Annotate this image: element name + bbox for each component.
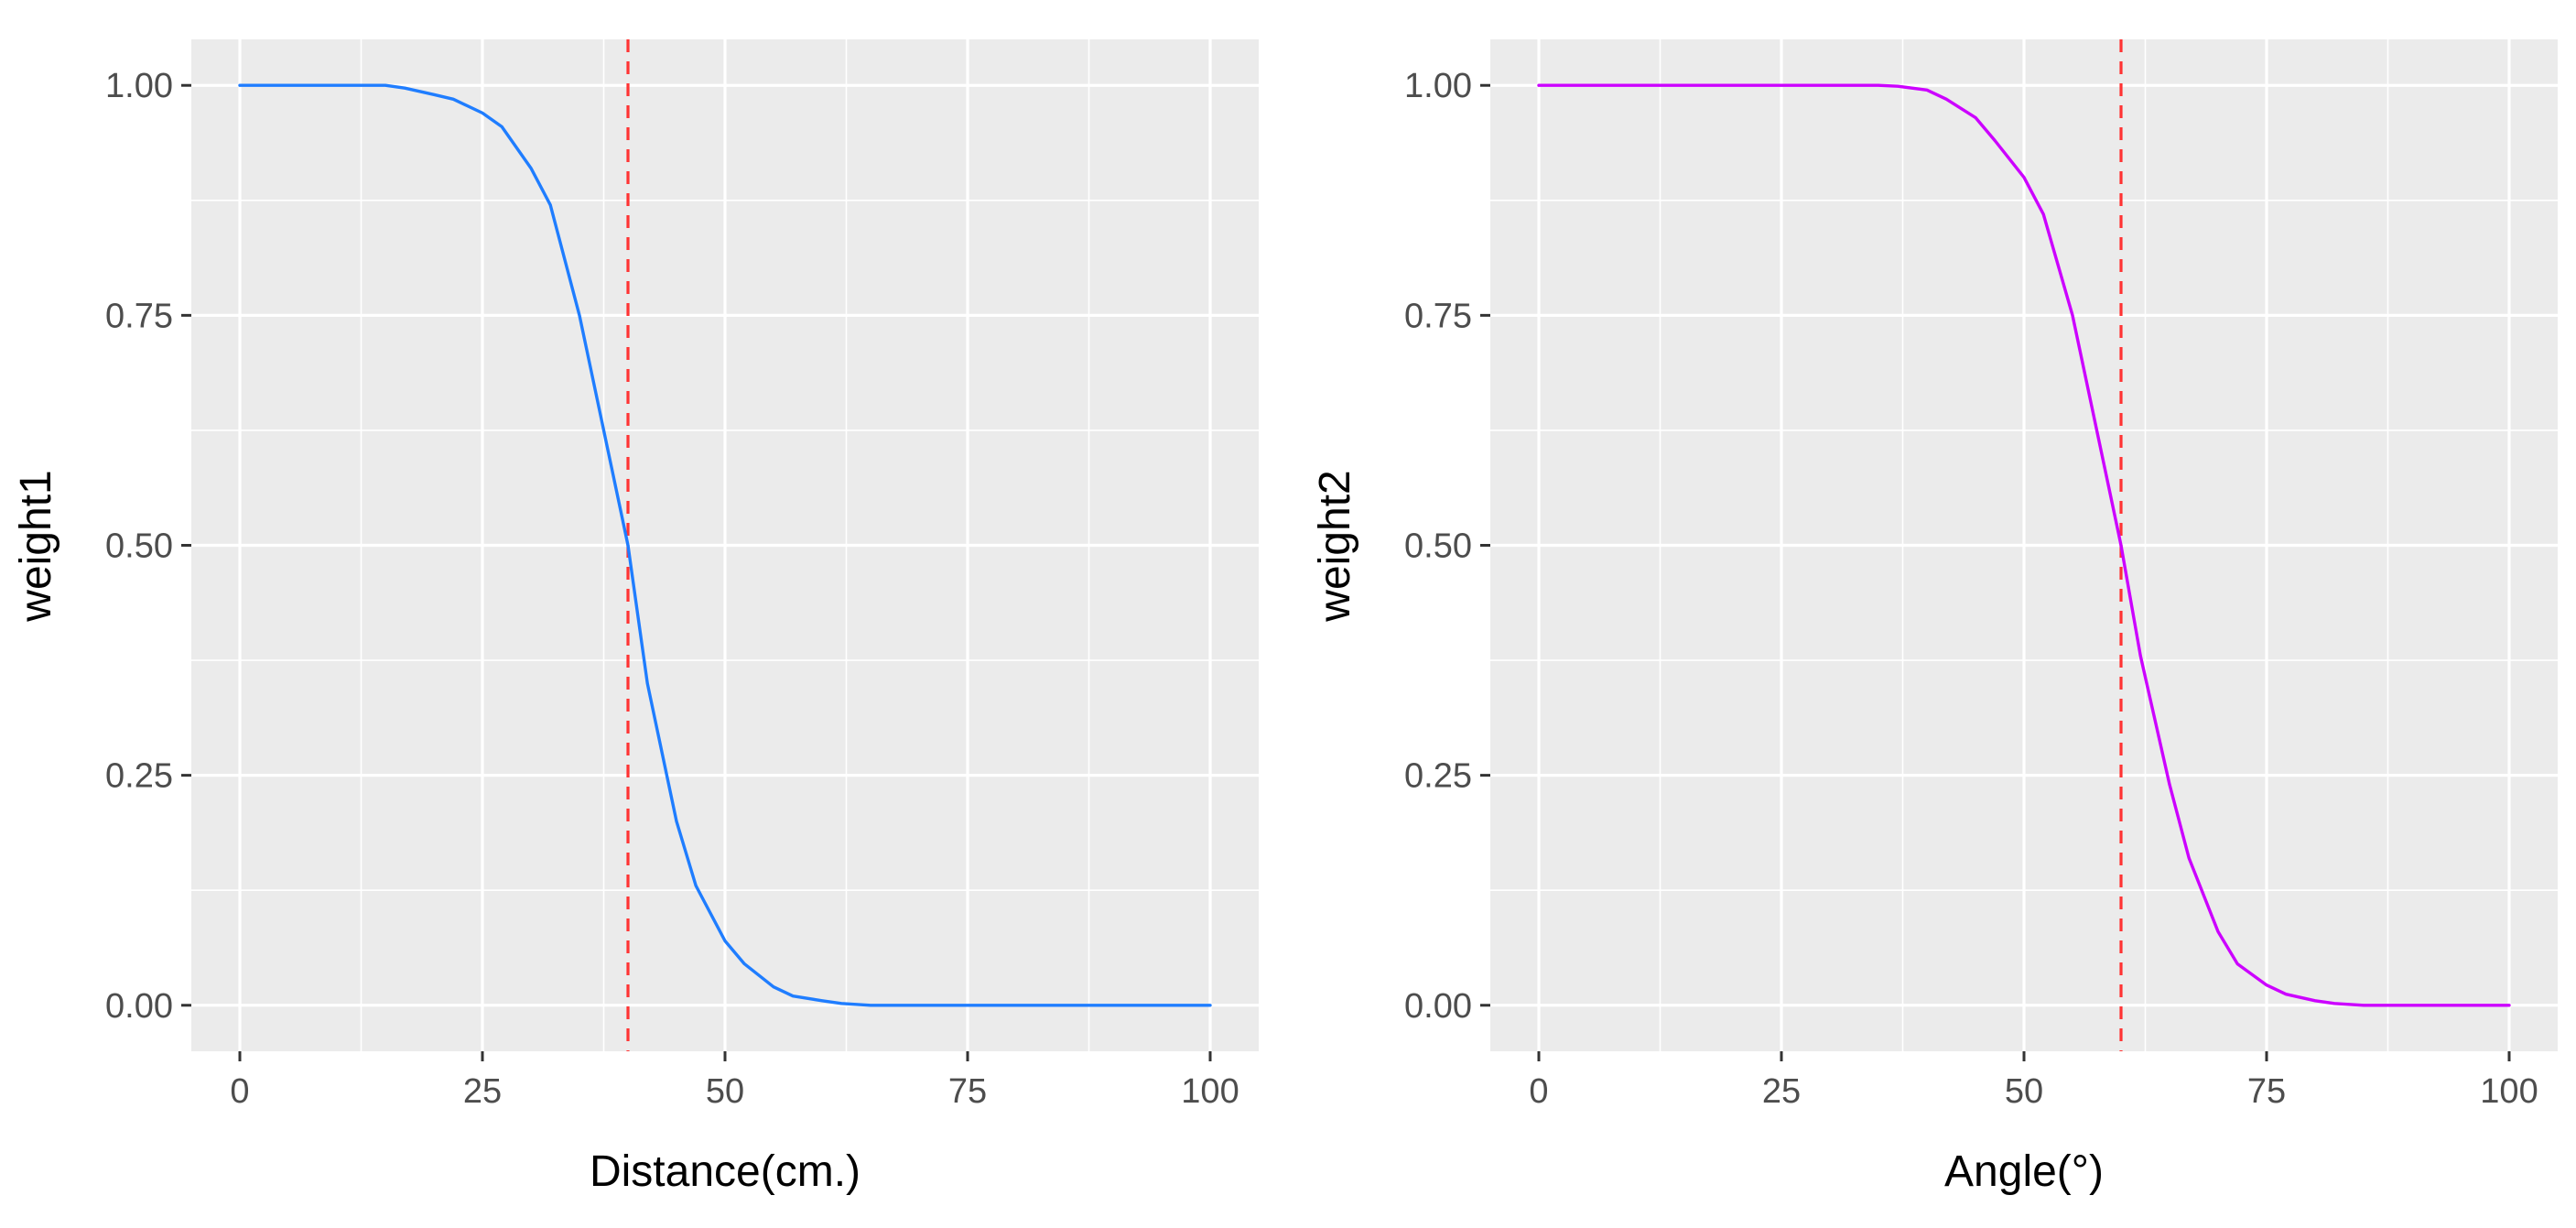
y-ticks: 0.00 0.25 0.50 0.75 1.00 — [1404, 67, 1490, 1026]
y-tick-label: 1.00 — [105, 67, 173, 105]
series-line — [1537, 83, 2511, 1007]
x-tick-label: 75 — [948, 1072, 987, 1111]
x-tick-label: 50 — [2005, 1072, 2043, 1111]
y-ticks: 0.00 0.25 0.50 0.75 1.00 — [105, 67, 191, 1026]
y-tick-label: 0.50 — [105, 527, 173, 566]
y-axis-title: weight2 — [1311, 470, 1359, 622]
y-tick-label: 0.25 — [1404, 757, 1472, 796]
x-tick-label: 0 — [1529, 1072, 1548, 1111]
y-tick-label: 0.00 — [1404, 987, 1472, 1026]
y-tick-label: 0.75 — [105, 297, 173, 335]
x-tick-label: 100 — [2480, 1072, 2538, 1111]
x-tick-label: 100 — [1181, 1072, 1239, 1111]
y-axis-title: weight1 — [12, 470, 60, 622]
y-tick-label: 0.50 — [1404, 527, 1472, 566]
y-tick-label: 1.00 — [1404, 67, 1472, 105]
x-ticks: 0 25 50 75 100 — [1529, 1051, 2538, 1111]
series-group — [1537, 83, 2511, 1007]
chart-distance: 0.00 0.25 0.50 0.75 1.00 0 25 50 75 100 Distance… — [12, 39, 1259, 1196]
series-group — [238, 83, 1212, 1007]
y-tick-label: 0.75 — [1404, 297, 1472, 335]
x-axis-title: Distance(cm.) — [590, 1147, 860, 1196]
x-tick-label: 25 — [463, 1072, 502, 1111]
x-tick-label: 50 — [706, 1072, 744, 1111]
x-tick-label: 75 — [2247, 1072, 2286, 1111]
x-ticks: 0 25 50 75 100 — [230, 1051, 1239, 1111]
series-line — [238, 83, 1212, 1007]
y-tick-label: 0.00 — [105, 987, 173, 1026]
chart-angle: 0.00 0.25 0.50 0.75 1.00 0 25 50 75 100 Angle(°)… — [1311, 39, 2558, 1196]
x-tick-label: 25 — [1762, 1072, 1801, 1111]
gridlines — [191, 39, 1259, 1051]
x-axis-title: Angle(°) — [1944, 1147, 2104, 1196]
y-tick-label: 0.25 — [105, 757, 173, 796]
x-tick-label: 0 — [230, 1072, 249, 1111]
